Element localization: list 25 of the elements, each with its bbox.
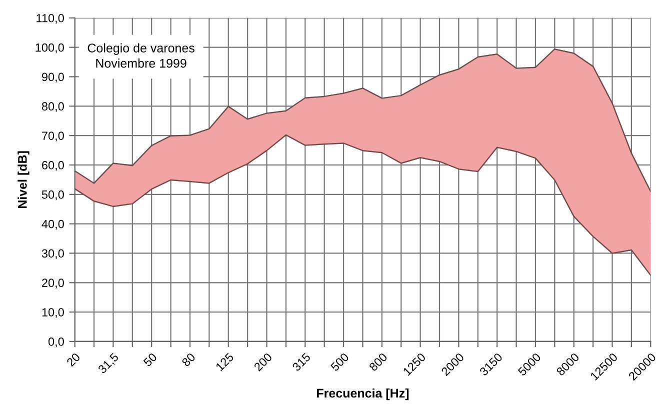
annotation: Colegio de varones Noviembre 1999 (88, 43, 194, 68)
y-tick-label: 10,0 (42, 308, 64, 318)
x-tick-label: 20 (66, 352, 81, 367)
line-series (74, 134, 651, 276)
y-tick-label: 30,0 (42, 249, 64, 260)
y-tick-label: 110,0 (36, 14, 64, 24)
x-tick-label: 50 (142, 352, 158, 367)
x-axis-title: Frecuencia [Hz] (317, 388, 409, 400)
y-tick-label: 100,0 (36, 43, 64, 54)
x-tick-label: 200 (253, 352, 273, 372)
x-tick-label: 125 (215, 352, 234, 372)
y-tick-label: 20,0 (42, 278, 64, 288)
x-tick-label: 315 (292, 352, 311, 372)
x-tick-label: 500 (330, 352, 350, 372)
y-axis-title: Nivel [dB] (18, 151, 30, 208)
y-tick-label: 0,0 (48, 338, 64, 348)
x-tick-label: 800 (368, 352, 388, 372)
y-tick-label: 80,0 (42, 102, 64, 112)
x-tick-label: 80 (181, 352, 196, 367)
y-tick-label: 70,0 (42, 132, 64, 142)
x-tick-label: 31,5 (97, 352, 120, 375)
y-tick-label: 90,0 (42, 72, 64, 83)
y-tick-label: 60,0 (42, 161, 64, 171)
y-tick-label: 40,0 (42, 220, 64, 230)
y-tick-label: 50,0 (42, 190, 64, 200)
